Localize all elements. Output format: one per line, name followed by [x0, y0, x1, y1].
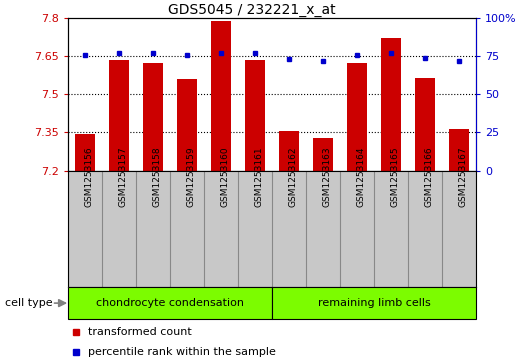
Text: chondrocyte condensation: chondrocyte condensation	[96, 298, 244, 308]
Text: GSM1253165: GSM1253165	[391, 146, 400, 207]
Bar	[177, 79, 197, 171]
Bar	[109, 60, 129, 171]
Bar	[449, 129, 469, 171]
Bar	[279, 131, 299, 171]
Bar	[211, 21, 231, 171]
Text: GSM1253160: GSM1253160	[221, 146, 230, 207]
Bar	[415, 78, 435, 171]
Text: remaining limb cells: remaining limb cells	[317, 298, 430, 308]
Text: transformed count: transformed count	[88, 327, 192, 337]
Bar	[313, 138, 333, 171]
Text: GSM1253162: GSM1253162	[289, 146, 298, 207]
Bar	[245, 60, 265, 171]
Text: GSM1253164: GSM1253164	[357, 146, 366, 207]
Text: GSM1253167: GSM1253167	[459, 146, 468, 207]
Text: GSM1253156: GSM1253156	[85, 146, 94, 207]
Bar	[272, 287, 476, 319]
Text: cell type: cell type	[5, 298, 53, 308]
Bar	[75, 134, 95, 171]
Text: GSM1253158: GSM1253158	[153, 146, 162, 207]
Bar	[381, 38, 401, 171]
Text: GSM1253159: GSM1253159	[187, 146, 196, 207]
Bar	[143, 62, 163, 171]
Text: percentile rank within the sample: percentile rank within the sample	[88, 347, 276, 357]
Text: GSM1253161: GSM1253161	[255, 146, 264, 207]
Bar	[68, 287, 272, 319]
Text: GSM1253166: GSM1253166	[425, 146, 434, 207]
Title: GDS5045 / 232221_x_at: GDS5045 / 232221_x_at	[168, 3, 335, 17]
Text: GSM1253157: GSM1253157	[119, 146, 128, 207]
Bar	[347, 62, 367, 171]
Text: GSM1253163: GSM1253163	[323, 146, 332, 207]
